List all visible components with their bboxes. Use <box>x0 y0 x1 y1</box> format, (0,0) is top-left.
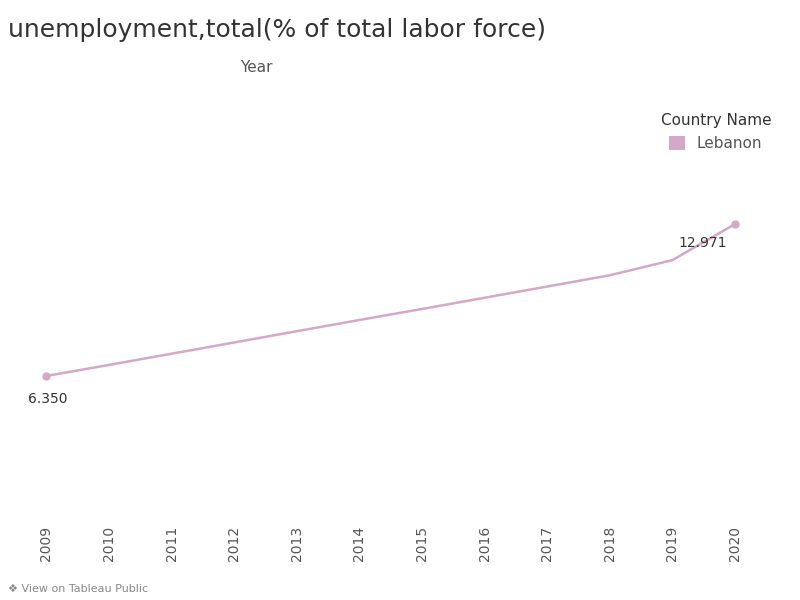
Text: 6.350: 6.350 <box>27 392 67 406</box>
Text: ❖ View on Tableau Public: ❖ View on Tableau Public <box>8 584 148 594</box>
Legend: Lebanon: Lebanon <box>654 107 778 157</box>
Text: 12.971: 12.971 <box>678 236 727 250</box>
Text: Year: Year <box>240 60 272 75</box>
Text: unemployment,total(% of total labor force): unemployment,total(% of total labor forc… <box>8 18 546 42</box>
